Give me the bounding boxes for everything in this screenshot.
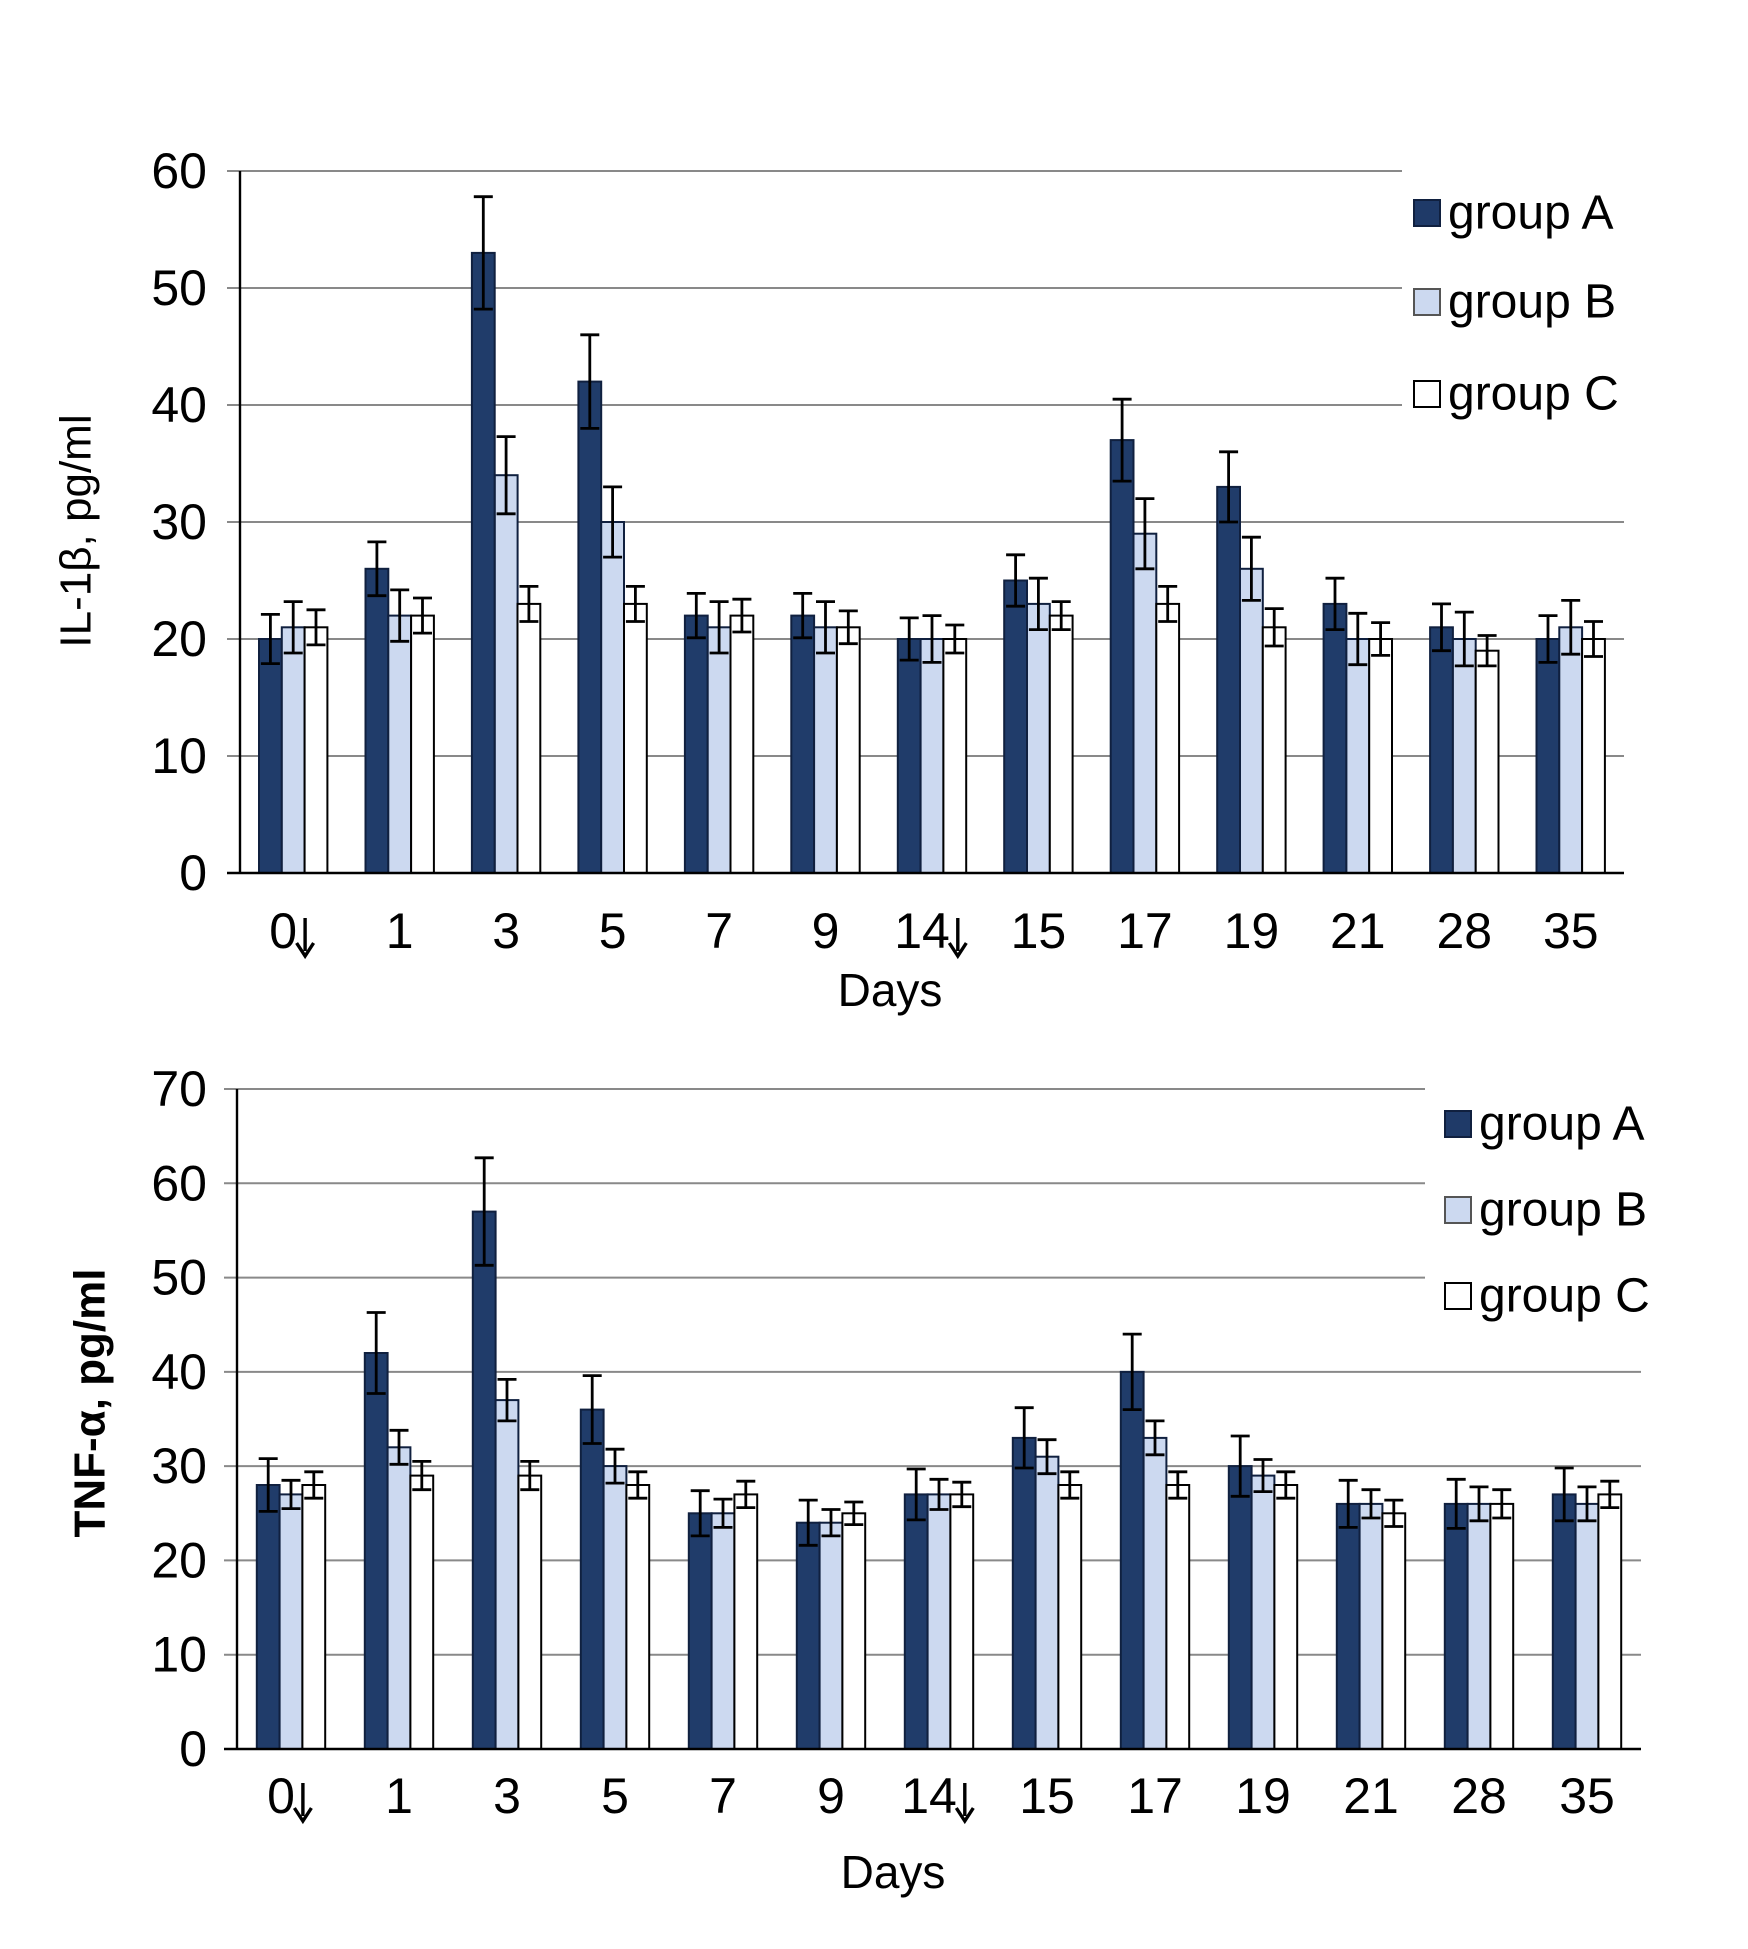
svg-text:group C: group C [1448,368,1619,421]
svg-text:14: 14 [901,1768,957,1824]
svg-text:TNF-α, pg/ml: TNF-α, pg/ml [66,1268,115,1537]
svg-text:0: 0 [179,845,207,901]
svg-text:0: 0 [267,1768,295,1824]
svg-text:3: 3 [492,903,520,959]
svg-text:0: 0 [179,1721,207,1777]
svg-text:35: 35 [1559,1768,1615,1824]
svg-text:15: 15 [1011,903,1067,959]
svg-text:14: 14 [894,903,950,959]
svg-text:20: 20 [151,611,207,667]
svg-text:10: 10 [151,1627,207,1683]
svg-text:50: 50 [151,1250,207,1306]
svg-text:60: 60 [151,1155,207,1211]
svg-text:40: 40 [151,377,207,433]
svg-text:19: 19 [1224,903,1280,959]
svg-text:7: 7 [709,1768,737,1824]
svg-text:21: 21 [1330,903,1386,959]
svg-text:60: 60 [151,143,207,199]
svg-text:3: 3 [493,1768,521,1824]
svg-text:group B: group B [1479,1184,1647,1237]
svg-text:70: 70 [151,1061,207,1117]
svg-text:0: 0 [269,903,297,959]
svg-text:28: 28 [1436,903,1492,959]
svg-text:17: 17 [1117,903,1173,959]
svg-text:IL-1β, pg/ml: IL-1β, pg/ml [52,414,101,647]
svg-text:20: 20 [151,1532,207,1588]
svg-text:Days: Days [841,1846,946,1898]
svg-text:7: 7 [705,903,733,959]
svg-text:40: 40 [151,1344,207,1400]
svg-text:30: 30 [151,1438,207,1494]
svg-text:5: 5 [599,903,627,959]
svg-text:1: 1 [385,1768,413,1824]
svg-text:30: 30 [151,494,207,550]
svg-text:21: 21 [1343,1768,1399,1824]
svg-text:5: 5 [601,1768,629,1824]
svg-text:10: 10 [151,728,207,784]
svg-text:17: 17 [1127,1768,1183,1824]
svg-text:19: 19 [1235,1768,1291,1824]
svg-text:group A: group A [1448,187,1613,240]
svg-text:35: 35 [1543,903,1599,959]
svg-text:15: 15 [1019,1768,1075,1824]
svg-text:1: 1 [386,903,414,959]
svg-text:9: 9 [812,903,840,959]
svg-text:9: 9 [817,1768,845,1824]
svg-text:50: 50 [151,260,207,316]
svg-text:28: 28 [1451,1768,1507,1824]
svg-text:group B: group B [1448,276,1616,329]
svg-text:Days: Days [838,964,943,1016]
svg-text:group A: group A [1479,1098,1644,1151]
svg-text:group C: group C [1479,1270,1650,1323]
